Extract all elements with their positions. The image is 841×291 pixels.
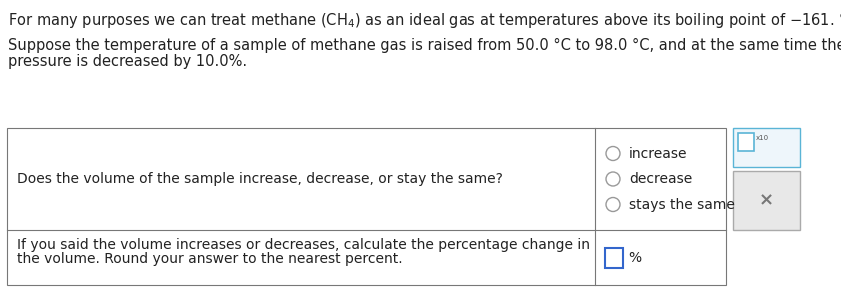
Text: pressure is decreased by 10.0%.: pressure is decreased by 10.0%.: [8, 54, 247, 69]
Text: stays the same: stays the same: [629, 198, 735, 212]
Bar: [733, 128, 800, 167]
Bar: [733, 171, 800, 230]
Bar: [605, 248, 623, 267]
Text: the volume. Round your answer to the nearest percent.: the volume. Round your answer to the nea…: [17, 252, 403, 266]
Text: ×: ×: [759, 191, 774, 210]
Text: x10: x10: [756, 135, 770, 141]
Bar: [7, 128, 726, 285]
Text: decrease: decrease: [629, 172, 692, 186]
Text: If you said the volume increases or decreases, calculate the percentage change i: If you said the volume increases or decr…: [17, 238, 590, 252]
Text: Does the volume of the sample increase, decrease, or stay the same?: Does the volume of the sample increase, …: [17, 172, 503, 186]
Text: %: %: [628, 251, 641, 265]
Text: Suppose the temperature of a sample of methane gas is raised from 50.0 °C to 98.: Suppose the temperature of a sample of m…: [8, 38, 841, 53]
Bar: [738, 133, 754, 151]
Text: For many purposes we can treat methane $\left(\mathrm{CH_4}\right)$ as an ideal : For many purposes we can treat methane $…: [8, 10, 841, 30]
Text: increase: increase: [629, 146, 687, 161]
